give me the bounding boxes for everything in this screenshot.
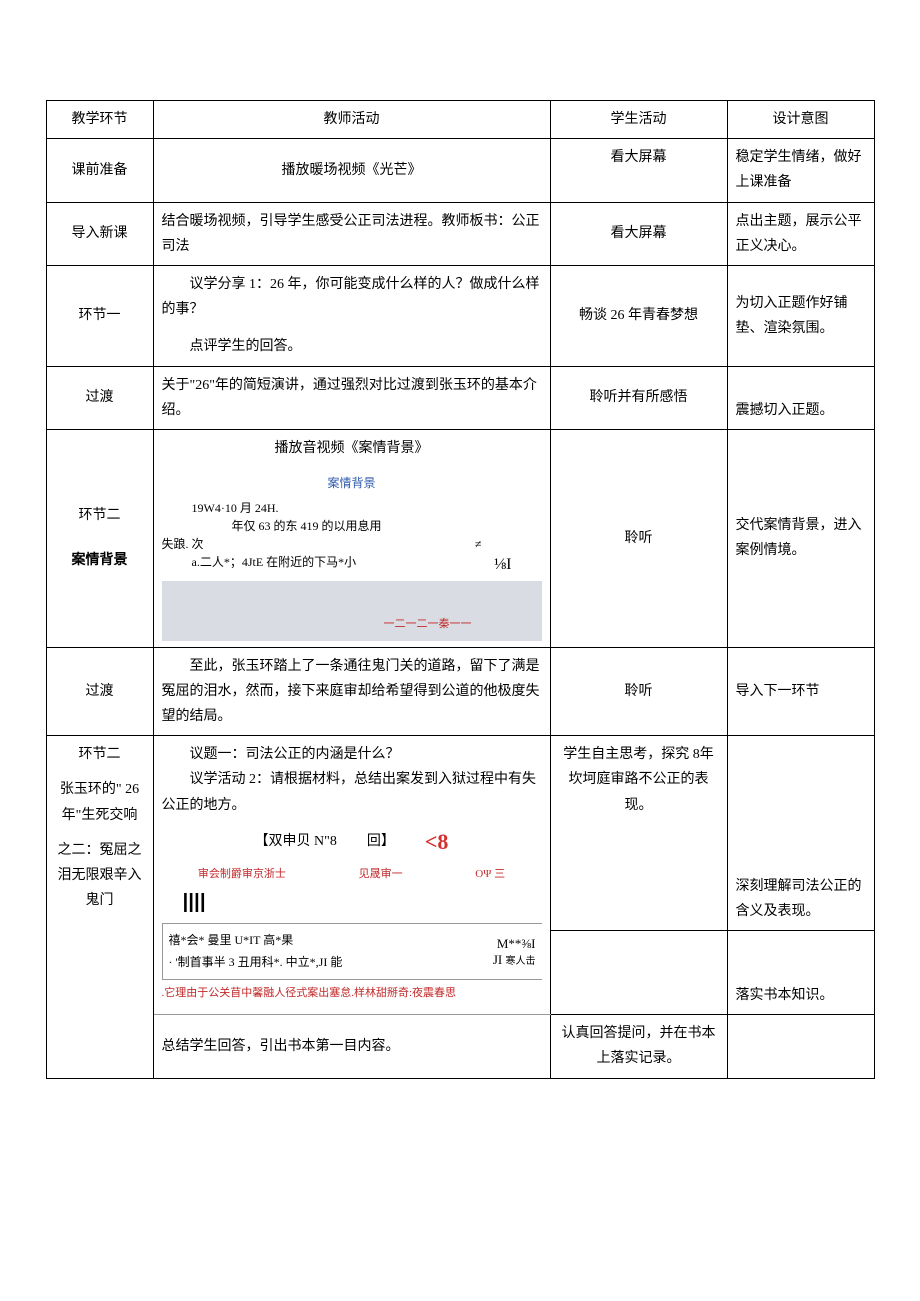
r7-bracket-r: 回】 <box>367 829 395 854</box>
r6-c4: 导入下一环节 <box>727 647 874 736</box>
r1-c3: 看大屏幕 <box>550 139 727 202</box>
r7-box-l2: · '制首事半 3 丑用科*. 中立*,JI 能 <box>169 952 343 974</box>
r5-c2l3: 失踉. 次 <box>162 537 204 551</box>
header-col2: 教师活动 <box>153 101 550 139</box>
r7-c3b: 认真回答提问，并在书本上落实记录。 <box>550 1015 727 1078</box>
r7-c2-top: 议题一：司法公正的内涵是什么？ 议学活动 2：请根据材料，总结出案发到入狱过程中… <box>153 736 550 1015</box>
r7-c1a: 环节二 <box>55 742 145 767</box>
r5-c1: 环节二 案情背景 <box>46 429 153 647</box>
r4-c4: 震撼切入正题。 <box>727 366 874 429</box>
r5-c2: 播放音视频《案情背景》 案情背景 19W4·10 月 24H. 年仅 63 的东… <box>153 429 550 647</box>
r7-c2q: 议题一：司法公正的内涵是什么？ <box>162 742 542 767</box>
r1-c2: 播放暖场视频《光芒》 <box>153 139 550 202</box>
r5-line3-wrap: 失踉. 次 ≠ <box>162 535 542 553</box>
r3-c4: 为切入正题作好铺垫、渲染氛围。 <box>727 265 874 366</box>
r7-row-c: OΨ 三 <box>475 865 505 885</box>
r2-c1: 导入新课 <box>46 202 153 265</box>
bracket-line: 【双申贝 N"8 回】 <8 <box>162 822 542 862</box>
r7-bracket-l: 【双申贝 N"8 <box>255 829 337 854</box>
r7-c4b: 落实书本知识。 <box>727 931 874 1015</box>
r3-c2b: 点评学生的回答。 <box>162 334 542 359</box>
row-transition2: 过渡 至此，张玉环踏上了一条通往鬼门关的道路，留下了满是冤屈的泪水，然而，接下来… <box>46 647 874 736</box>
r5-c1b: 案情背景 <box>55 548 145 573</box>
r7-c4-empty <box>727 1015 874 1078</box>
r7-box-l1: 禧*会* 曼里 U*IT 高*果 <box>169 930 343 952</box>
row-preclass: 课前准备 播放暖场视频《光芒》 看大屏幕 稳定学生情绪，做好上课准备 <box>46 139 874 202</box>
r7-c2last: 总结学生回答，引出书本第一目内容。 <box>153 1015 550 1078</box>
r2-c3: 看大屏幕 <box>550 202 727 265</box>
r2-c2: 结合暖场视频，引导学生感受公正司法进程。教师板书：公正司法 <box>153 202 550 265</box>
r7-box-m: M**⅜I <box>493 936 536 952</box>
r3-c3: 畅谈 26 年青春梦想 <box>550 265 727 366</box>
r7-row-a: 审会制爵审京浙士 <box>198 865 286 885</box>
r2-c4: 点出主题，展示公平正义决心。 <box>727 202 874 265</box>
r5-c3: 聆听 <box>550 429 727 647</box>
r7-c1: 环节二 张玉环的" 26 年"生死交响 之二：冤屈之泪无限艰辛入鬼门 <box>46 736 153 1078</box>
row-transition1: 过渡 关于"26"年的简短演讲，通过强烈对比过渡到张玉环的基本介绍。 聆听并有所… <box>46 366 874 429</box>
r1-c4: 稳定学生情绪，做好上课准备 <box>727 139 874 202</box>
r5-c2l2: 年仅 63 的东 419 的以用息用 <box>192 519 382 533</box>
row-phase2-main-a: 环节二 张玉环的" 26 年"生死交响 之二：冤屈之泪无限艰辛入鬼门 议题一：司… <box>46 736 874 931</box>
r5-c2l4: a.二人*；4JtE 在附近的下马*小 <box>192 553 357 577</box>
r7-row-b: 见晟审一 <box>359 865 403 885</box>
r7-red8: <8 <box>425 822 449 862</box>
r7-c3-empty <box>550 931 727 1015</box>
inner-box: 禧*会* 曼里 U*IT 高*果 · '制首事半 3 丑用科*. 中立*,JI … <box>162 923 542 980</box>
r7-box-ji: JI <box>493 952 502 967</box>
r5-c2bar: 一二一二一秦一一 <box>384 615 472 635</box>
r1-c1: 课前准备 <box>46 139 153 202</box>
grey-bar: 一二一二一秦一一 <box>162 581 542 641</box>
r6-c3: 聆听 <box>550 647 727 736</box>
r5-c4: 交代案情背景，进入案例情境。 <box>727 429 874 647</box>
r7-c2act: 议学活动 2：请根据材料，总结出案发到入狱过程中有失公正的地方。 <box>162 767 542 817</box>
header-col1: 教学环节 <box>46 101 153 139</box>
red-row: 审会制爵审京浙士 见晟审一 OΨ 三 <box>162 865 542 885</box>
r7-c4a: 深刻理解司法公正的含义及表现。 <box>727 736 874 931</box>
r4-c3: 聆听并有所感悟 <box>550 366 727 429</box>
r3-c2a: 议学分享 1：26 年，你可能变成什么样的人？做成什么样的事？ <box>162 272 542 322</box>
r7-bars: IIII <box>182 889 542 917</box>
r5-c2sub: 案情背景 <box>162 473 542 495</box>
table-header-row: 教学环节 教师活动 学生活动 设计意图 <box>46 101 874 139</box>
r7-c1c: 之二：冤屈之泪无限艰辛入鬼门 <box>55 838 145 914</box>
row-intro: 导入新课 结合暖场视频，引导学生感受公正司法进程。教师板书：公正司法 看大屏幕 … <box>46 202 874 265</box>
r6-c2: 至此，张玉环踏上了一条通往鬼门关的道路，留下了满是冤屈的泪水，然而，接下来庭审却… <box>153 647 550 736</box>
r3-c1: 环节一 <box>46 265 153 366</box>
r5-c2l1: 19W4·10 月 24H. <box>192 501 279 515</box>
r3-c2: 议学分享 1：26 年，你可能变成什么样的人？做成什么样的事？ 点评学生的回答。 <box>153 265 550 366</box>
r7-c3a: 学生自主思考，探究 8年坎坷庭审路不公正的表现。 <box>550 736 727 931</box>
r4-c2: 关于"26"年的简短演讲，通过强烈对比过渡到张玉环的基本介绍。 <box>153 366 550 429</box>
r7-c1b: 张玉环的" 26 年"生死交响 <box>55 777 145 827</box>
row-phase2-main-c: 总结学生回答，引出书本第一目内容。 认真回答提问，并在书本上落实记录。 <box>46 1015 874 1078</box>
r5-c1a: 环节二 <box>55 503 145 528</box>
r4-c1: 过渡 <box>46 366 153 429</box>
r6-c1: 过渡 <box>46 647 153 736</box>
row-phase2-bg: 环节二 案情背景 播放音视频《案情背景》 案情背景 19W4·10 月 24H.… <box>46 429 874 647</box>
header-col4: 设计意图 <box>727 101 874 139</box>
r5-c2frac: ⅛I <box>494 553 511 577</box>
row-phase1: 环节一 议学分享 1：26 年，你可能变成什么样的人？做成什么样的事？ 点评学生… <box>46 265 874 366</box>
header-col3: 学生活动 <box>550 101 727 139</box>
r5-c2title: 播放音视频《案情背景》 <box>162 436 542 461</box>
lesson-plan-table: 教学环节 教师活动 学生活动 设计意图 课前准备 播放暖场视频《光芒》 看大屏幕… <box>46 100 875 1079</box>
r7-box-tiny: 寒人击 <box>506 956 536 967</box>
r7-redline: .它理由于公关苜中馨融人径式案出塞怠.样林甜掰奇:夜震春思 <box>162 980 542 1008</box>
